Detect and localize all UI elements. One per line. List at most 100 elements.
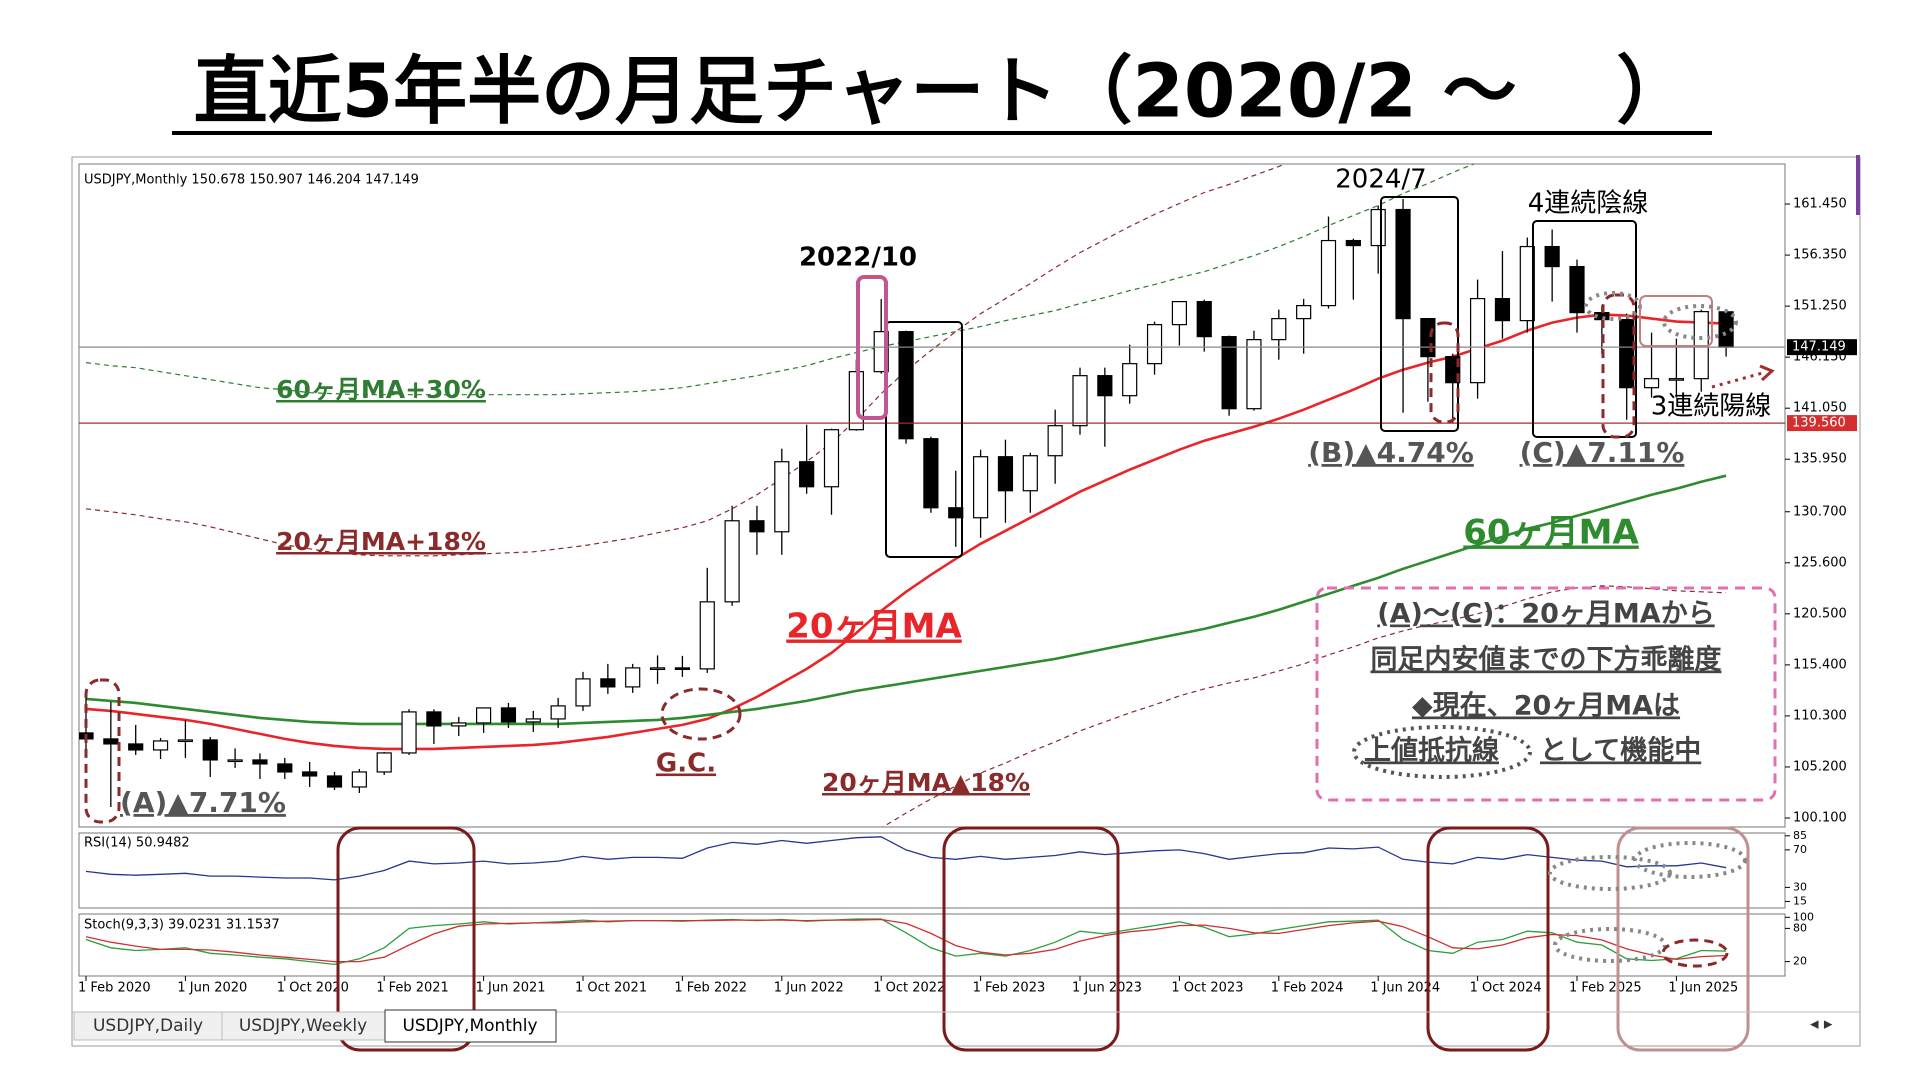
candle-body <box>1320 239 1337 307</box>
candle-body <box>1097 375 1113 397</box>
box-2024-7 <box>1380 196 1459 432</box>
chart-title: 直近5年半の月足チャート（2020/2 ～ ） <box>194 49 1691 135</box>
box-2022 <box>885 321 963 558</box>
annotation: 20ヶ月MA+18% <box>276 527 486 556</box>
y-tick-label: 20 <box>1793 955 1807 968</box>
rsi-label: RSI(14) 50.9482 <box>84 836 190 851</box>
candle-body <box>1569 265 1585 314</box>
symbol-header: USDJPY,Monthly 150.678 150.907 146.204 1… <box>84 173 419 188</box>
candle-body <box>898 331 914 440</box>
candle-body <box>749 520 765 533</box>
candle-body <box>152 740 169 751</box>
candle-body <box>1296 305 1312 320</box>
candle-body <box>326 775 343 788</box>
candle-body <box>1370 208 1386 247</box>
candle-body <box>302 771 318 777</box>
candle-body <box>1271 318 1287 341</box>
candle-body <box>376 752 392 773</box>
y-tick-label: 156.350 <box>1793 248 1847 263</box>
candle-body <box>649 667 666 670</box>
oval-gc <box>660 687 742 741</box>
x-tick-label: 1 Feb 2024 <box>1271 981 1344 996</box>
y-tick-label: 30 <box>1793 880 1807 893</box>
candle-body <box>1544 245 1560 268</box>
rsi-panel <box>78 832 1786 909</box>
candle-body <box>972 456 989 519</box>
tab-label: USDJPY,Weekly <box>239 1016 367 1036</box>
annotation: 4連続陰線 <box>1528 189 1649 219</box>
stoch-label: Stoch(9,3,3) 39.0231 31.1537 <box>84 918 280 933</box>
y-tick-label: 125.600 <box>1793 555 1847 570</box>
y-tick-label: 15 <box>1793 894 1807 907</box>
candle-body <box>1469 298 1486 384</box>
line <box>881 585 1727 827</box>
candle-body <box>426 711 442 727</box>
scroll-arrows[interactable]: ◂ ▸ <box>1810 1014 1833 1034</box>
price-panel <box>78 163 1786 828</box>
dotted-oval <box>1352 725 1532 779</box>
candle-body <box>948 507 964 519</box>
box-3-bull <box>1639 295 1713 347</box>
candle-body <box>823 429 840 488</box>
dotted-oval <box>1662 304 1738 340</box>
x-tick-label: 1 Oct 2021 <box>575 981 647 996</box>
x-tick-label: 1 Jun 2023 <box>1072 981 1142 996</box>
frame-accent <box>1856 155 1860 215</box>
stoch-panel <box>78 913 1786 977</box>
x-tick-label: 1 Feb 2021 <box>376 981 449 996</box>
annotation: 20ヶ月MA <box>786 607 962 647</box>
candle-body <box>252 759 268 765</box>
candle-body <box>1494 298 1511 322</box>
y-tick-label: 110.300 <box>1793 708 1847 723</box>
tab[interactable] <box>73 1011 223 1041</box>
candle-body <box>1395 208 1411 320</box>
panel-highlight <box>1616 826 1750 1052</box>
annotation-shapes <box>84 196 1777 1052</box>
candle-body <box>451 722 467 727</box>
candle-body <box>1668 378 1685 381</box>
x-tick-label: 1 Jun 2024 <box>1370 981 1440 996</box>
x-tick-label: 1 Feb 2025 <box>1569 981 1642 996</box>
y-tick-label: 80 <box>1793 921 1807 934</box>
x-tick-label: 1 Jun 2021 <box>476 981 546 996</box>
box-4-bear <box>1532 220 1637 438</box>
price-label-box <box>1787 339 1857 356</box>
x-tick-label: 1 Feb 2022 <box>674 981 747 996</box>
x-tick-label: 1 Jun 2022 <box>774 981 844 996</box>
annotation: 60ヶ月MA+30% <box>276 375 486 404</box>
candle-body <box>625 667 641 688</box>
candle-body <box>1022 455 1038 492</box>
annotation: 60ヶ月MA <box>1463 513 1639 553</box>
chart-frame <box>71 156 1861 1047</box>
note-line: (A)～(C)：20ヶ月MAから <box>1377 599 1714 630</box>
rsi-plot <box>85 836 1727 881</box>
y-tick-label: 130.700 <box>1793 504 1847 519</box>
line <box>85 918 1727 966</box>
arrow <box>1711 370 1767 389</box>
x-tick-label: 1 Oct 2024 <box>1470 981 1542 996</box>
tab[interactable] <box>221 1011 386 1041</box>
candle-body <box>1072 375 1088 427</box>
candle-body <box>1445 356 1461 384</box>
candle-body <box>575 678 591 707</box>
tab-active[interactable] <box>384 1009 557 1043</box>
candle-body <box>1146 324 1163 365</box>
candle-body <box>600 678 616 688</box>
x-tick-label: 1 Jun 2020 <box>177 981 247 996</box>
oval-a <box>84 678 121 824</box>
box-2022-10-inner <box>857 276 887 419</box>
dotted-oval <box>1553 927 1667 963</box>
line <box>85 918 1727 963</box>
annotation: (A)▲7.71% <box>120 786 286 819</box>
x-tick-label: 1 Feb 2020 <box>78 981 151 996</box>
candle-body <box>177 739 193 743</box>
annotation: 2022/10 <box>799 243 917 273</box>
y-tick-label: 135.950 <box>1793 452 1847 467</box>
candle-body <box>997 456 1014 492</box>
x-tick-label: 1 Feb 2023 <box>973 981 1046 996</box>
candle-body <box>1643 378 1660 389</box>
tab-label: USDJPY,Daily <box>93 1016 203 1036</box>
arrow-head <box>1759 364 1775 382</box>
tab-label: USDJPY,Monthly <box>402 1016 537 1036</box>
